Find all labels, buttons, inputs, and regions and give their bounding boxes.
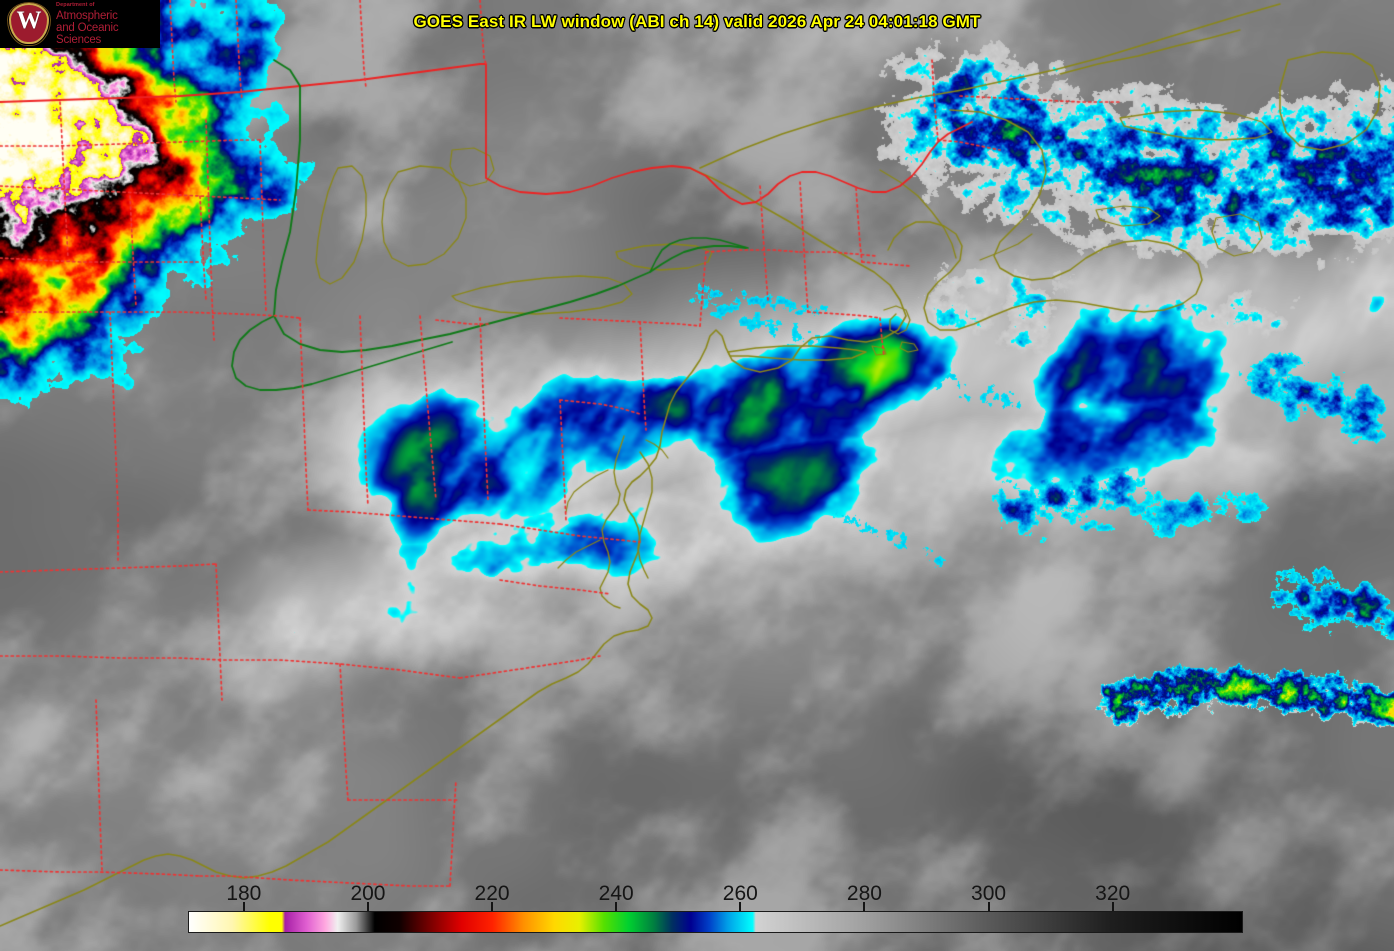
department-text: Department of Atmospheric and Oceanic Sc… (56, 2, 160, 46)
uw-crest-icon: W (7, 2, 51, 46)
department-line-3: and Oceanic Sciences (56, 22, 119, 46)
crest-ring-shape (7, 2, 51, 46)
crest-w-letter: W (16, 7, 42, 34)
department-line-2: Atmospheric (56, 9, 118, 22)
department-line-1: Department of (56, 2, 95, 8)
colorbar-gradient-bar[interactable] (188, 911, 1243, 933)
uw-madison-aos-logo: W Department of Atmospheric and Oceanic … (0, 0, 160, 48)
